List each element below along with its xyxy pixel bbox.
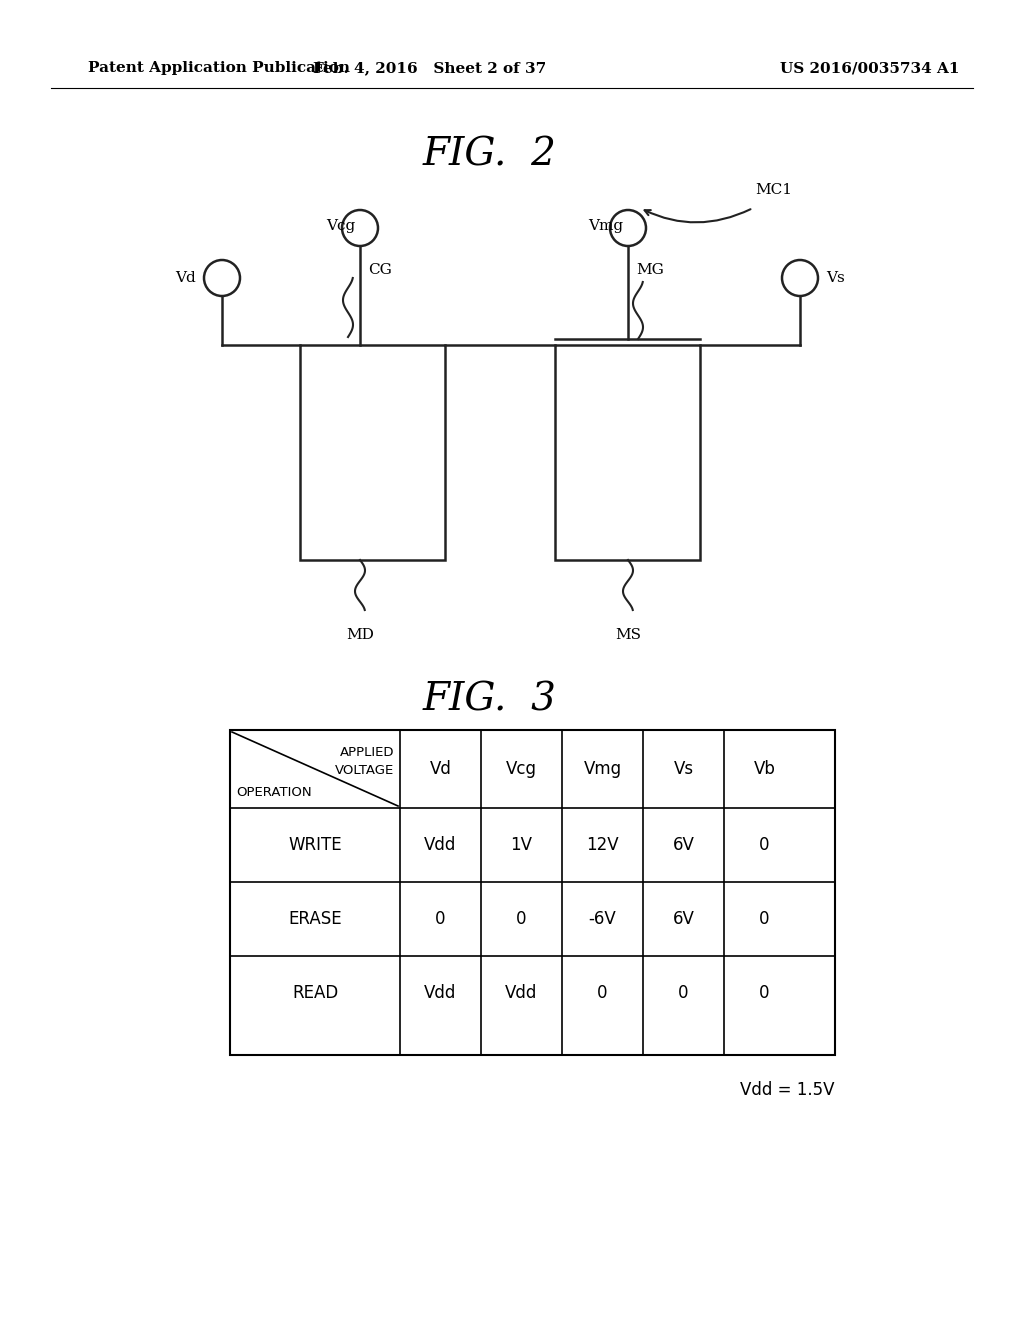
Text: FIG.  3: FIG. 3 — [423, 681, 557, 718]
Text: 6V: 6V — [673, 909, 694, 928]
Text: Vs: Vs — [826, 271, 845, 285]
Text: Vdd: Vdd — [424, 836, 457, 854]
Text: Vb: Vb — [754, 760, 775, 777]
Text: 0: 0 — [516, 909, 526, 928]
Text: VOLTAGE: VOLTAGE — [335, 763, 394, 776]
Text: MS: MS — [615, 628, 641, 642]
Text: 6V: 6V — [673, 836, 694, 854]
Text: Vcg: Vcg — [326, 219, 355, 234]
Text: CG: CG — [368, 263, 392, 277]
Text: US 2016/0035734 A1: US 2016/0035734 A1 — [780, 61, 959, 75]
Text: 0: 0 — [759, 909, 770, 928]
Text: READ: READ — [292, 983, 338, 1002]
Text: Patent Application Publication: Patent Application Publication — [88, 61, 350, 75]
Text: 0: 0 — [759, 983, 770, 1002]
Text: WRITE: WRITE — [288, 836, 342, 854]
Text: MC1: MC1 — [755, 183, 792, 197]
Text: Vmg: Vmg — [588, 219, 623, 234]
Text: MG: MG — [636, 263, 664, 277]
Text: Vdd = 1.5V: Vdd = 1.5V — [740, 1081, 835, 1100]
Text: -6V: -6V — [589, 909, 616, 928]
Text: 0: 0 — [435, 909, 445, 928]
Text: Vs: Vs — [674, 760, 693, 777]
Bar — [230, 730, 835, 1055]
Text: 0: 0 — [759, 836, 770, 854]
Text: Vd: Vd — [429, 760, 452, 777]
Text: FIG.  2: FIG. 2 — [423, 136, 557, 173]
Text: 1V: 1V — [511, 836, 532, 854]
Text: 0: 0 — [678, 983, 689, 1002]
Text: 0: 0 — [597, 983, 608, 1002]
Text: 12V: 12V — [586, 836, 618, 854]
Text: Vd: Vd — [175, 271, 196, 285]
Text: ERASE: ERASE — [288, 909, 342, 928]
Bar — [300, 345, 445, 560]
Text: Vcg: Vcg — [506, 760, 537, 777]
Text: OPERATION: OPERATION — [236, 785, 311, 799]
Bar — [555, 345, 700, 560]
Text: Vmg: Vmg — [584, 760, 622, 777]
Text: Vdd: Vdd — [424, 983, 457, 1002]
Text: APPLIED: APPLIED — [340, 746, 394, 759]
Text: Feb. 4, 2016   Sheet 2 of 37: Feb. 4, 2016 Sheet 2 of 37 — [313, 61, 547, 75]
Text: MD: MD — [346, 628, 374, 642]
Text: Vdd: Vdd — [505, 983, 538, 1002]
